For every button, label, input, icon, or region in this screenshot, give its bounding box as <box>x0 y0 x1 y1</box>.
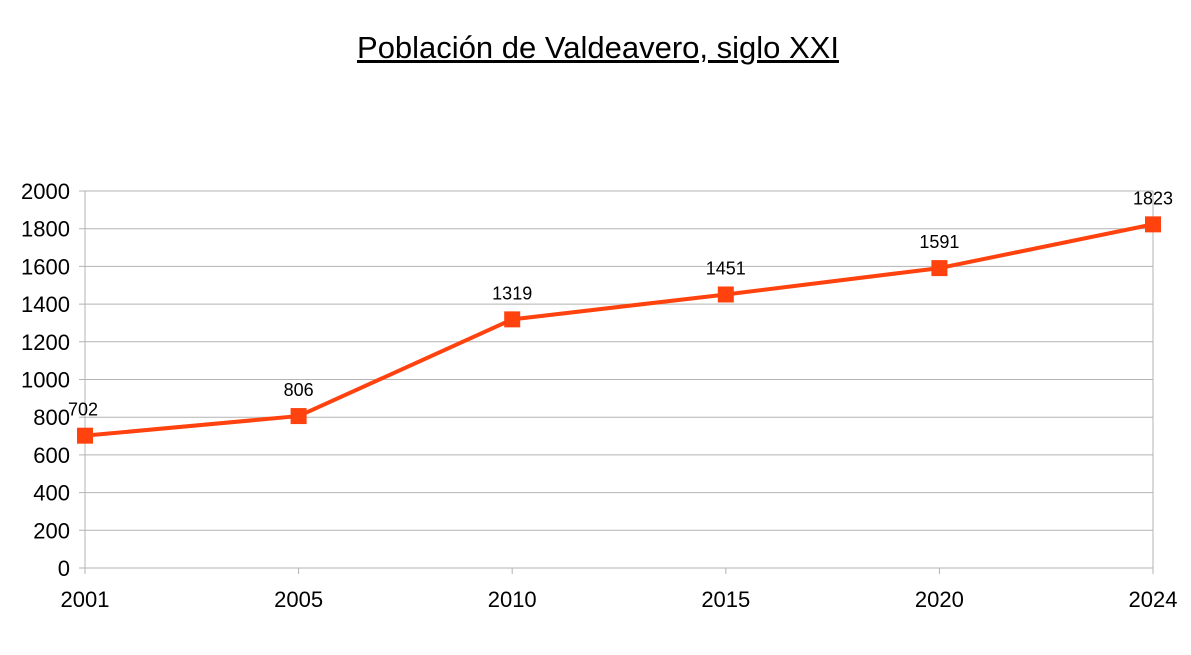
data-point-marker <box>77 427 93 444</box>
data-point-marker <box>1145 216 1161 233</box>
y-tick-label: 200 <box>33 518 70 543</box>
data-point-marker <box>931 260 948 277</box>
data-point-marker <box>717 286 734 303</box>
data-label: 1823 <box>1133 188 1173 208</box>
y-tick-label: 1200 <box>21 330 70 355</box>
data-point-marker <box>290 408 307 425</box>
chart-title: Población de Valdeavero, siglo XXI <box>357 30 839 65</box>
y-tick-label: 800 <box>33 405 70 430</box>
data-label: 702 <box>68 400 98 420</box>
y-tick-label: 600 <box>33 443 70 468</box>
x-tick-label: 2024 <box>1129 587 1178 612</box>
y-tick-label: 1400 <box>21 292 70 317</box>
series-line <box>84 222 1154 438</box>
x-tick-label: 2001 <box>61 587 110 612</box>
y-tick-label: 1800 <box>21 217 70 242</box>
x-tick-label: 2005 <box>274 587 323 612</box>
data-label: 1591 <box>919 232 959 252</box>
x-tick-label: 2010 <box>488 587 537 612</box>
x-tick-label: 2020 <box>915 587 964 612</box>
x-tick-label: 2015 <box>701 587 750 612</box>
y-tick-label: 1600 <box>21 254 70 279</box>
data-label: 1319 <box>492 283 532 303</box>
data-label: 1451 <box>706 258 746 278</box>
data-label: 806 <box>284 380 314 400</box>
data-point-marker <box>504 311 521 328</box>
y-tick-label: 400 <box>33 481 70 506</box>
y-tick-label: 0 <box>58 556 70 581</box>
y-tick-label: 2000 <box>21 179 70 204</box>
y-tick-label: 1000 <box>21 368 70 393</box>
